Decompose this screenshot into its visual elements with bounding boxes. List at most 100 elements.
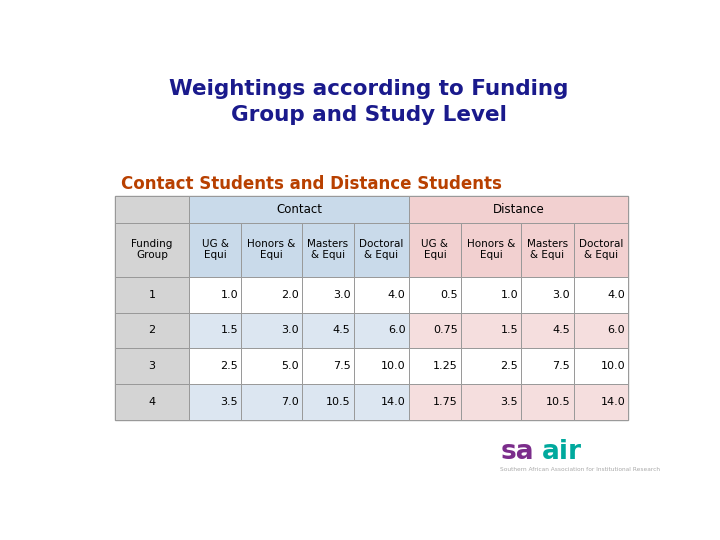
Text: 10.0: 10.0	[600, 361, 625, 372]
Text: 14.0: 14.0	[381, 397, 405, 407]
Text: Contact: Contact	[276, 202, 322, 216]
Text: 4.0: 4.0	[388, 289, 405, 300]
Bar	[409, 348, 461, 384]
Bar	[354, 313, 409, 348]
Bar	[409, 384, 461, 420]
Bar	[241, 384, 302, 420]
Bar	[302, 348, 354, 384]
Text: 2: 2	[148, 326, 156, 335]
Text: Honors &
Equi: Honors & Equi	[467, 239, 516, 260]
Bar	[241, 276, 302, 313]
Text: 10.5: 10.5	[326, 397, 351, 407]
Text: 1.5: 1.5	[220, 326, 238, 335]
Bar	[302, 384, 354, 420]
Text: 3.5: 3.5	[220, 397, 238, 407]
Text: 1.0: 1.0	[500, 289, 518, 300]
Text: Distance: Distance	[492, 202, 544, 216]
Bar	[241, 313, 302, 348]
Text: 1.5: 1.5	[500, 326, 518, 335]
Bar	[189, 384, 241, 420]
Text: UG &
Equi: UG & Equi	[421, 239, 449, 260]
Text: 7.5: 7.5	[333, 361, 351, 372]
Text: Doctoral
& Equi: Doctoral & Equi	[579, 239, 624, 260]
Text: Honors &
Equi: Honors & Equi	[248, 239, 296, 260]
Text: sa: sa	[500, 440, 534, 465]
Text: 2.0: 2.0	[281, 289, 298, 300]
Bar	[409, 196, 629, 222]
Text: 10.5: 10.5	[546, 397, 570, 407]
Text: 6.0: 6.0	[608, 326, 625, 335]
Text: 0.5: 0.5	[440, 289, 458, 300]
Text: 3.0: 3.0	[281, 326, 298, 335]
Text: Doctoral
& Equi: Doctoral & Equi	[359, 239, 404, 260]
Text: Masters
& Equi: Masters & Equi	[307, 239, 348, 260]
Text: 1.75: 1.75	[433, 397, 458, 407]
Bar	[115, 196, 189, 222]
Text: 6.0: 6.0	[388, 326, 405, 335]
Bar	[302, 276, 354, 313]
Bar	[574, 276, 629, 313]
Bar	[302, 222, 354, 276]
Bar	[461, 348, 521, 384]
Bar	[461, 222, 521, 276]
Bar	[521, 348, 574, 384]
Bar	[574, 348, 629, 384]
Text: Contact Students and Distance Students: Contact Students and Distance Students	[121, 175, 502, 193]
Bar	[409, 313, 461, 348]
Bar	[354, 222, 409, 276]
Text: 14.0: 14.0	[600, 397, 625, 407]
Text: 7.0: 7.0	[281, 397, 298, 407]
Text: 4.0: 4.0	[608, 289, 625, 300]
Bar	[574, 384, 629, 420]
Bar	[189, 348, 241, 384]
Bar	[115, 384, 189, 420]
Text: 3.5: 3.5	[500, 397, 518, 407]
Bar	[115, 348, 189, 384]
Text: 0.75: 0.75	[433, 326, 458, 335]
Bar	[354, 276, 409, 313]
Bar	[241, 222, 302, 276]
Bar	[115, 276, 189, 313]
Bar	[189, 276, 241, 313]
Text: UG &
Equi: UG & Equi	[202, 239, 229, 260]
Text: Masters
& Equi: Masters & Equi	[527, 239, 568, 260]
Text: 1.0: 1.0	[220, 289, 238, 300]
Text: 10.0: 10.0	[381, 361, 405, 372]
Bar	[115, 196, 629, 420]
Text: 3.0: 3.0	[552, 289, 570, 300]
Text: Funding
Group: Funding Group	[132, 239, 173, 260]
Bar	[189, 313, 241, 348]
Bar	[521, 313, 574, 348]
Text: 3.0: 3.0	[333, 289, 351, 300]
Bar	[521, 276, 574, 313]
Text: 4.5: 4.5	[552, 326, 570, 335]
Bar	[521, 384, 574, 420]
Bar	[115, 313, 189, 348]
Bar	[354, 384, 409, 420]
Text: 2.5: 2.5	[500, 361, 518, 372]
Bar	[189, 222, 241, 276]
Text: Southern African Association for Institutional Research: Southern African Association for Institu…	[500, 467, 660, 472]
Text: 3: 3	[148, 361, 156, 372]
Bar	[461, 313, 521, 348]
Bar	[302, 313, 354, 348]
Bar	[461, 384, 521, 420]
Bar	[241, 348, 302, 384]
Bar	[461, 276, 521, 313]
Text: Weightings according to Funding
Group and Study Level: Weightings according to Funding Group an…	[169, 79, 569, 125]
Bar	[574, 222, 629, 276]
Bar	[521, 222, 574, 276]
Bar	[115, 222, 189, 276]
Text: 1: 1	[148, 289, 156, 300]
Text: 4.5: 4.5	[333, 326, 351, 335]
Bar	[409, 276, 461, 313]
Bar	[354, 348, 409, 384]
Text: 7.5: 7.5	[552, 361, 570, 372]
Text: 2.5: 2.5	[220, 361, 238, 372]
Bar	[409, 222, 461, 276]
Text: 5.0: 5.0	[281, 361, 298, 372]
Bar	[189, 196, 409, 222]
Text: 4: 4	[148, 397, 156, 407]
Bar	[574, 313, 629, 348]
Text: 1.25: 1.25	[433, 361, 458, 372]
